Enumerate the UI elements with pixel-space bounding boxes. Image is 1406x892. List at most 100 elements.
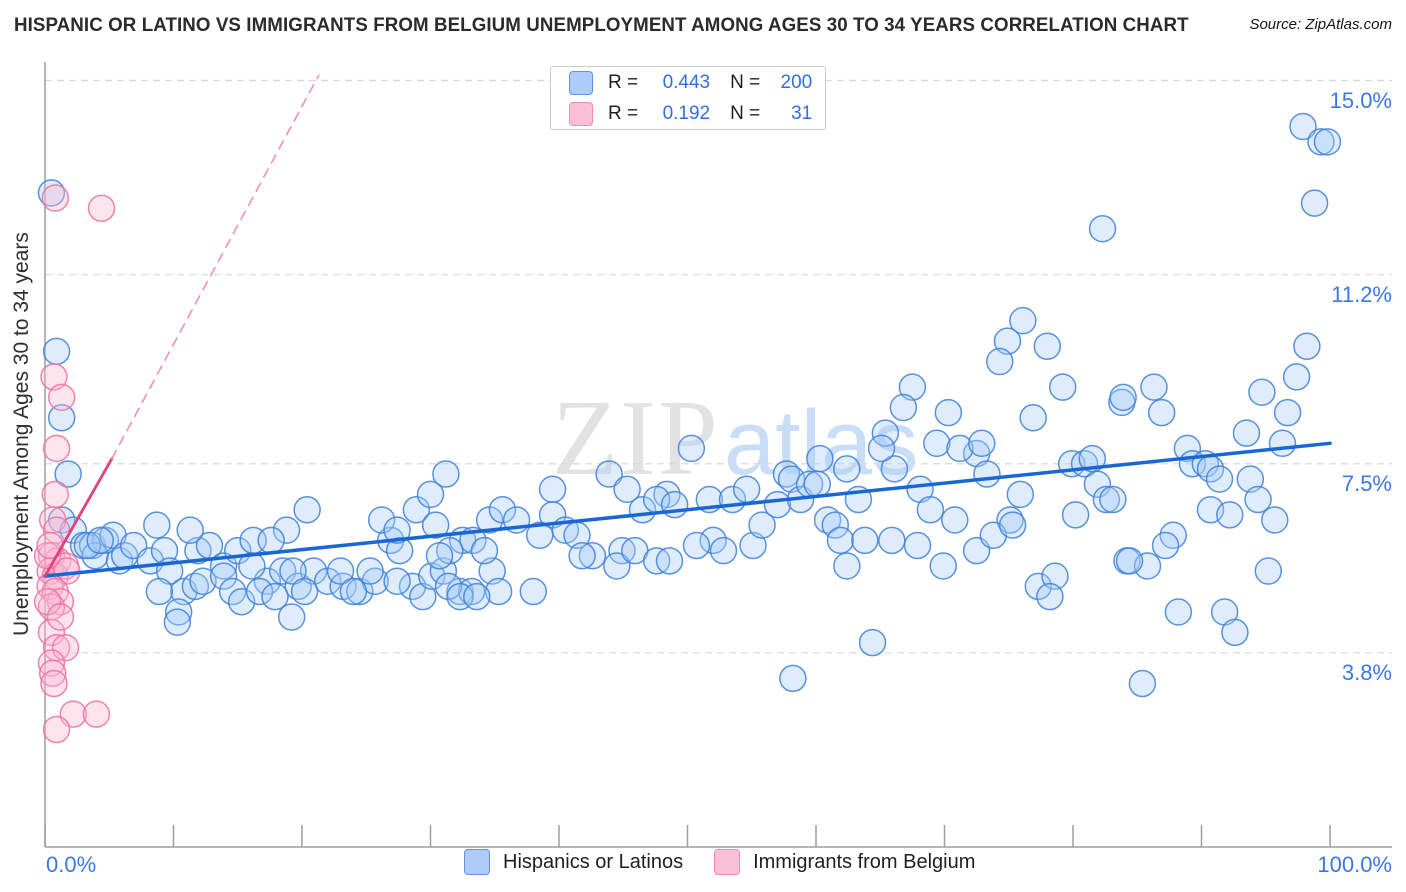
scatter-point-blue[interactable]: [1033, 332, 1062, 360]
scatter-point-blue[interactable]: [1244, 485, 1272, 514]
scatter-point-blue[interactable]: [1109, 383, 1137, 412]
scatter-point-pink[interactable]: [42, 715, 71, 744]
scatter-point-blue[interactable]: [519, 577, 548, 606]
scatter-point-blue[interactable]: [1099, 485, 1127, 514]
scatter-point-blue[interactable]: [86, 526, 115, 555]
scatter-point-blue[interactable]: [245, 577, 274, 606]
scatter-point-blue[interactable]: [54, 460, 82, 488]
scatter-point-blue[interactable]: [145, 577, 174, 606]
scatter-point-blue[interactable]: [833, 455, 861, 483]
scatter-point-blue[interactable]: [1293, 332, 1321, 360]
scatter-point-blue[interactable]: [867, 434, 896, 463]
scatter-point-blue[interactable]: [1140, 373, 1168, 401]
scatter-point-blue[interactable]: [383, 567, 411, 596]
scatter-point-blue[interactable]: [1151, 531, 1180, 560]
scatter-point-blue[interactable]: [833, 552, 861, 580]
scatter-point-pink[interactable]: [47, 383, 76, 412]
scatter-point-blue[interactable]: [272, 516, 301, 544]
scatter-point-blue[interactable]: [383, 516, 411, 544]
scatter-point-blue[interactable]: [568, 541, 596, 570]
scatter-point-blue[interactable]: [163, 608, 192, 636]
scatter-point-blue[interactable]: [763, 490, 792, 519]
scatter-point-blue[interactable]: [993, 327, 1022, 355]
scatter-point-blue[interactable]: [463, 582, 491, 611]
scatter-point-blue[interactable]: [916, 495, 945, 524]
scatter-point-pink[interactable]: [82, 700, 111, 728]
scatter-point-blue[interactable]: [1092, 485, 1121, 514]
scatter-point-blue[interactable]: [484, 577, 513, 606]
scatter-point-blue[interactable]: [227, 587, 256, 616]
scatter-point-blue[interactable]: [189, 567, 217, 596]
scatter-point-blue[interactable]: [1205, 465, 1234, 493]
scatter-point-pink[interactable]: [41, 184, 70, 212]
scatter-point-blue[interactable]: [732, 475, 761, 504]
scatter-point-blue[interactable]: [525, 521, 554, 550]
scatter-point-blue[interactable]: [898, 373, 927, 401]
scatter-point-blue[interactable]: [238, 552, 266, 580]
scatter-point-pink[interactable]: [37, 618, 66, 647]
scatter-point-blue[interactable]: [47, 404, 76, 432]
scatter-point-blue[interactable]: [37, 179, 66, 207]
scatter-point-blue[interactable]: [973, 460, 1001, 488]
scatter-point-blue[interactable]: [779, 664, 807, 693]
scatter-point-blue[interactable]: [1036, 582, 1064, 611]
scatter-point-blue[interactable]: [279, 557, 307, 585]
scatter-point-blue[interactable]: [478, 557, 506, 585]
scatter-point-pink[interactable]: [40, 669, 68, 698]
scatter-point-blue[interactable]: [806, 444, 834, 473]
scatter-point-blue[interactable]: [1009, 306, 1037, 335]
scatter-point-blue[interactable]: [209, 562, 238, 590]
scatter-point-blue[interactable]: [1088, 214, 1117, 243]
scatter-point-blue[interactable]: [1115, 547, 1144, 575]
scatter-point-blue[interactable]: [903, 531, 932, 560]
scatter-point-blue[interactable]: [772, 460, 801, 488]
scatter-point-blue[interactable]: [356, 557, 384, 585]
scatter-point-blue[interactable]: [181, 572, 210, 601]
scatter-point-blue[interactable]: [538, 475, 567, 504]
scatter-point-blue[interactable]: [293, 495, 321, 524]
scatter-point-blue[interactable]: [1216, 501, 1244, 529]
scatter-point-blue[interactable]: [934, 398, 963, 427]
scatter-point-blue[interactable]: [1048, 373, 1077, 401]
scatter-point-blue[interactable]: [709, 536, 738, 565]
scatter-point-pink[interactable]: [36, 531, 64, 560]
scatter-point-blue[interactable]: [339, 577, 368, 606]
scatter-point-pink[interactable]: [38, 659, 67, 688]
scatter-point-blue[interactable]: [1164, 598, 1193, 626]
scatter-point-blue[interactable]: [813, 506, 842, 534]
scatter-point-blue[interactable]: [1221, 618, 1249, 647]
scatter-point-blue[interactable]: [42, 337, 71, 366]
scatter-point-blue[interactable]: [1282, 363, 1311, 391]
scatter-point-pink[interactable]: [46, 603, 75, 631]
scatter-point-blue[interactable]: [1300, 189, 1329, 217]
scatter-point-blue[interactable]: [655, 547, 684, 575]
scatter-point-blue[interactable]: [421, 511, 450, 539]
scatter-point-blue[interactable]: [1248, 378, 1276, 406]
scatter-point-pink[interactable]: [41, 480, 70, 509]
scatter-point-blue[interactable]: [432, 460, 460, 488]
scatter-point-blue[interactable]: [699, 526, 727, 555]
scatter-point-blue[interactable]: [826, 526, 855, 555]
scatter-point-blue[interactable]: [851, 526, 879, 555]
scatter-point-blue[interactable]: [164, 598, 193, 626]
scatter-point-blue[interactable]: [739, 531, 767, 560]
scatter-point-blue[interactable]: [613, 475, 641, 504]
scatter-point-blue[interactable]: [402, 495, 431, 524]
scatter-point-blue[interactable]: [416, 480, 445, 509]
scatter-point-blue[interactable]: [290, 577, 319, 606]
scatter-point-pink[interactable]: [87, 194, 116, 222]
scatter-point-blue[interactable]: [1268, 429, 1297, 458]
scatter-point-pink[interactable]: [42, 434, 71, 463]
scatter-point-blue[interactable]: [603, 552, 631, 580]
scatter-point-blue[interactable]: [803, 470, 832, 498]
scatter-point-blue[interactable]: [326, 557, 355, 585]
scatter-point-blue[interactable]: [1273, 398, 1302, 427]
scatter-point-pink[interactable]: [51, 633, 80, 662]
scatter-point-blue[interactable]: [1133, 552, 1162, 580]
scatter-point-blue[interactable]: [748, 511, 776, 539]
scatter-point-blue[interactable]: [1232, 419, 1261, 447]
scatter-point-blue[interactable]: [367, 506, 396, 534]
scatter-point-pink[interactable]: [37, 649, 66, 677]
scatter-point-blue[interactable]: [1307, 128, 1335, 156]
scatter-point-blue[interactable]: [434, 572, 463, 601]
